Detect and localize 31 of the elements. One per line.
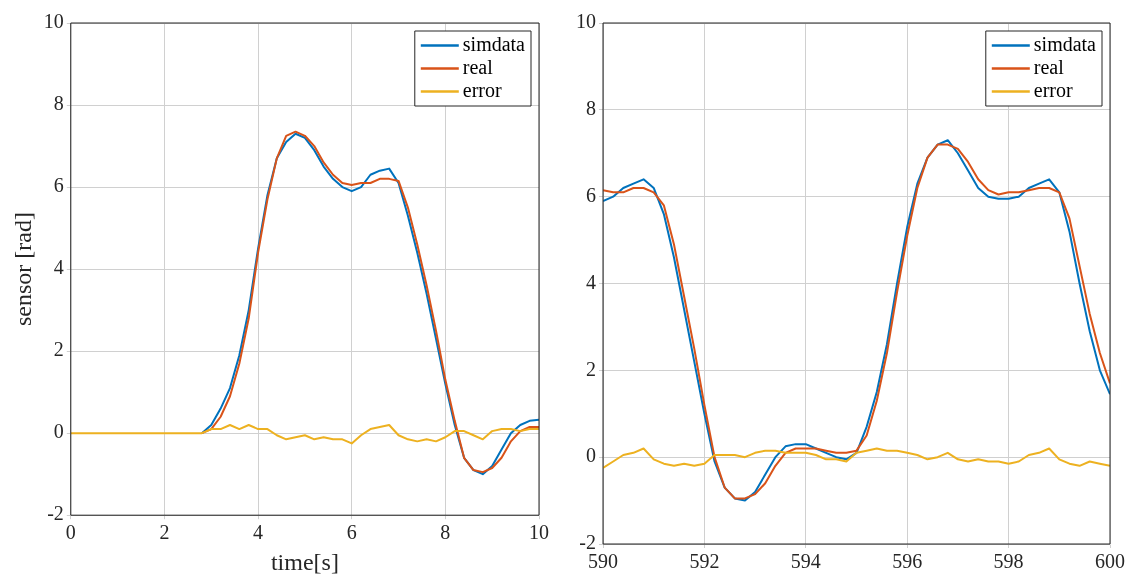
y-tick-label: 2 xyxy=(586,357,596,380)
legend-label: error xyxy=(1033,78,1073,101)
x-tick-label: 4 xyxy=(253,521,264,544)
y-tick-label: 6 xyxy=(53,174,64,197)
y-tick-label: 8 xyxy=(586,97,596,120)
legend-label: simdata xyxy=(462,32,526,55)
x-axis-title: time[s] xyxy=(270,548,339,575)
y-tick-label: 0 xyxy=(53,420,64,443)
x-tick-label: 594 xyxy=(790,550,821,573)
legend-label: error xyxy=(462,78,502,101)
x-tick-label: 600 xyxy=(1095,550,1125,573)
x-tick-label: 598 xyxy=(993,550,1024,573)
legend-label: real xyxy=(1033,55,1065,78)
y-tick-label: 10 xyxy=(43,10,64,33)
y-tick-label: 6 xyxy=(586,183,596,206)
y-tick-label: 10 xyxy=(576,10,596,33)
y-tick-label: 8 xyxy=(53,92,64,115)
x-tick-label: 8 xyxy=(440,521,451,544)
x-tick-label: 2 xyxy=(159,521,170,544)
y-tick-label: 4 xyxy=(586,270,596,293)
y-tick-label: -2 xyxy=(47,502,64,525)
legend-label: simdata xyxy=(1033,32,1097,55)
legend-label: real xyxy=(462,55,494,78)
y-axis-title: sensor [rad] xyxy=(9,212,36,327)
x-tick-label: 10 xyxy=(529,521,549,544)
x-tick-label: 592 xyxy=(689,550,720,573)
y-tick-label: 2 xyxy=(53,338,64,361)
x-tick-label: 596 xyxy=(892,550,923,573)
y-tick-label: 4 xyxy=(53,256,64,279)
x-tick-label: 6 xyxy=(346,521,357,544)
y-tick-label: 0 xyxy=(586,444,596,467)
